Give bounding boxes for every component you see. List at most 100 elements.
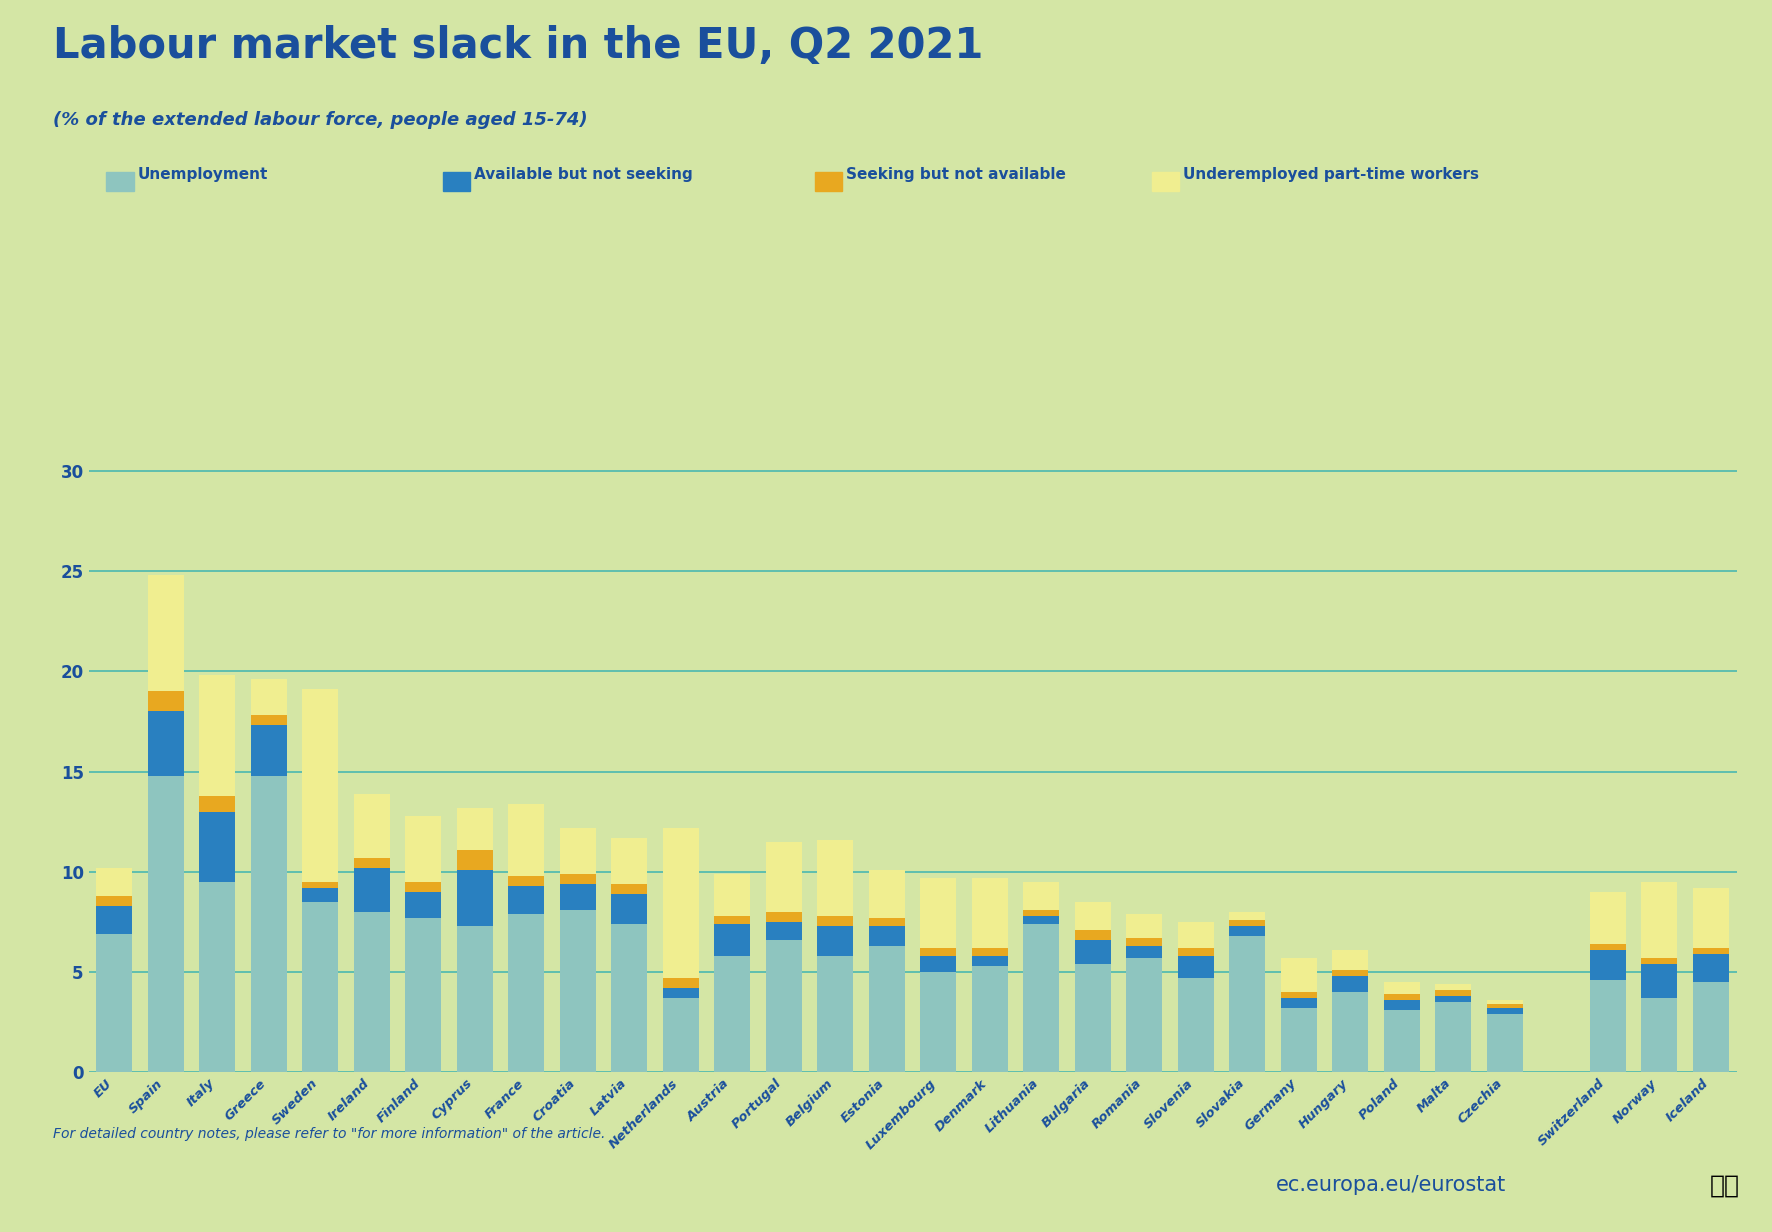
Bar — [1589, 979, 1627, 1072]
Bar — [1333, 992, 1368, 1072]
Bar — [714, 873, 750, 915]
Bar — [714, 924, 750, 956]
Bar — [1692, 982, 1729, 1072]
Bar — [1641, 882, 1678, 957]
Bar — [1178, 947, 1214, 956]
Bar — [714, 915, 750, 924]
Bar — [971, 877, 1008, 947]
Text: (% of the extended labour force, people aged 15-74): (% of the extended labour force, people … — [53, 111, 588, 129]
Bar — [1022, 882, 1060, 909]
Text: Underemployed part-time workers: Underemployed part-time workers — [1184, 168, 1480, 182]
Bar — [766, 940, 803, 1072]
Bar — [252, 726, 287, 776]
Bar — [1589, 944, 1627, 950]
Bar — [1487, 1004, 1522, 1008]
Bar — [1384, 1000, 1419, 1010]
Bar — [920, 877, 957, 947]
Bar — [868, 946, 905, 1072]
Bar — [1487, 1000, 1522, 1004]
Text: Available but not seeking: Available but not seeking — [475, 168, 693, 182]
Bar — [1127, 914, 1162, 938]
Bar — [611, 893, 647, 924]
Bar — [868, 925, 905, 946]
Bar — [1384, 1010, 1419, 1072]
Bar — [971, 966, 1008, 1072]
Bar — [303, 882, 338, 887]
Bar — [1487, 1008, 1522, 1014]
Bar — [1384, 994, 1419, 1000]
Bar — [1333, 976, 1368, 992]
Bar — [1641, 957, 1678, 963]
Bar — [1022, 924, 1060, 1072]
Bar — [1178, 922, 1214, 947]
Bar — [457, 850, 493, 870]
Bar — [1127, 946, 1162, 957]
Bar — [1692, 947, 1729, 954]
Bar — [560, 909, 595, 1072]
Bar — [868, 918, 905, 925]
Bar — [560, 873, 595, 883]
Bar — [817, 925, 854, 956]
Bar — [1435, 983, 1471, 989]
Bar — [1333, 950, 1368, 970]
Bar — [147, 691, 184, 711]
Bar — [252, 679, 287, 716]
Bar — [509, 914, 544, 1072]
Text: Unemployment: Unemployment — [138, 168, 268, 182]
Text: Seeking but not available: Seeking but not available — [847, 168, 1067, 182]
Bar — [868, 870, 905, 918]
Bar — [303, 902, 338, 1072]
Bar — [1435, 989, 1471, 995]
Bar — [1281, 992, 1317, 998]
Bar — [96, 906, 133, 934]
Bar — [457, 870, 493, 925]
Bar — [817, 956, 854, 1072]
Bar — [406, 816, 441, 882]
Bar — [198, 882, 236, 1072]
Bar — [96, 867, 133, 896]
Bar — [1127, 957, 1162, 1072]
Bar — [663, 998, 698, 1072]
Bar — [1127, 938, 1162, 946]
Bar — [1692, 954, 1729, 982]
Bar — [1487, 1014, 1522, 1072]
Bar — [1333, 970, 1368, 976]
Bar — [1281, 1008, 1317, 1072]
Bar — [1589, 950, 1627, 979]
Bar — [198, 796, 236, 812]
Bar — [147, 575, 184, 691]
Bar — [406, 892, 441, 918]
Bar — [766, 841, 803, 912]
Bar — [252, 716, 287, 726]
Bar — [354, 867, 390, 912]
Text: 🇪🇺: 🇪🇺 — [1710, 1174, 1740, 1198]
Bar — [920, 947, 957, 956]
Bar — [303, 887, 338, 902]
Bar — [1230, 925, 1265, 936]
Bar — [611, 924, 647, 1072]
Bar — [1641, 998, 1678, 1072]
Bar — [1178, 956, 1214, 978]
Bar — [147, 712, 184, 776]
Bar — [1178, 978, 1214, 1072]
Bar — [1281, 998, 1317, 1008]
Bar — [663, 988, 698, 998]
Text: ec.europa.eu/eurostat: ec.europa.eu/eurostat — [1276, 1175, 1506, 1195]
Bar — [1435, 1002, 1471, 1072]
Bar — [354, 793, 390, 857]
Bar — [354, 912, 390, 1072]
Bar — [1589, 892, 1627, 944]
Bar — [1281, 957, 1317, 992]
Bar — [920, 972, 957, 1072]
Bar — [1076, 940, 1111, 963]
Bar — [1230, 912, 1265, 919]
Bar — [147, 776, 184, 1072]
Bar — [971, 947, 1008, 956]
Bar — [1076, 963, 1111, 1072]
Bar — [611, 883, 647, 893]
Bar — [406, 882, 441, 892]
Bar — [198, 675, 236, 796]
Bar — [971, 956, 1008, 966]
Bar — [1076, 902, 1111, 930]
Bar — [1384, 982, 1419, 994]
